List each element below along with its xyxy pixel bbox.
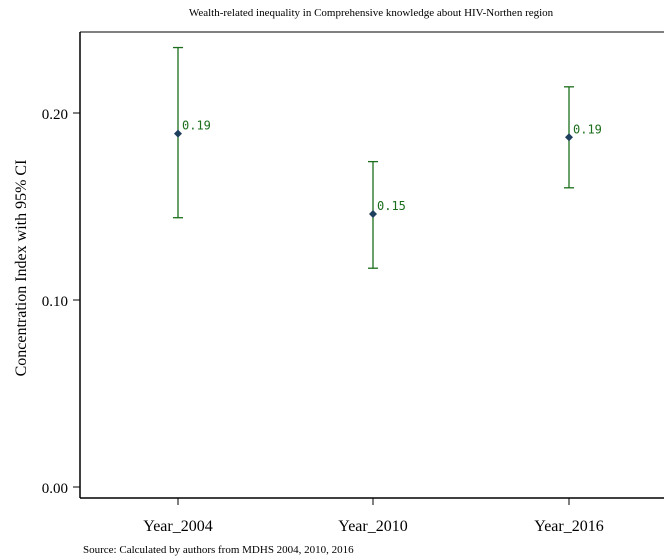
chart-title: Wealth-related inequality in Comprehensi… (189, 7, 554, 19)
data-point (174, 129, 182, 138)
data-label: 0.19 (573, 122, 602, 136)
data-label: 0.19 (182, 119, 211, 133)
x-tick-label: Year_2004 (143, 518, 212, 535)
data-label: 0.15 (377, 199, 406, 213)
y-tick-label: 0.00 (42, 481, 68, 497)
y-axis-label: Concentration Index with 95% CI (13, 160, 30, 377)
x-tick-label: Year_2010 (338, 518, 407, 535)
y-tick-label: 0.10 (42, 294, 68, 310)
data-point (369, 209, 377, 218)
y-tick-label: 0.20 (42, 107, 68, 123)
data-point (565, 133, 573, 142)
x-tick-label: Year_2016 (534, 518, 603, 535)
chart-marks: 0.00 0.10 0.20 Year_2004 Year_2010 Year_2016 0… (42, 46, 604, 535)
source-note: Source: Calculated by authors from MDHS … (83, 544, 354, 556)
